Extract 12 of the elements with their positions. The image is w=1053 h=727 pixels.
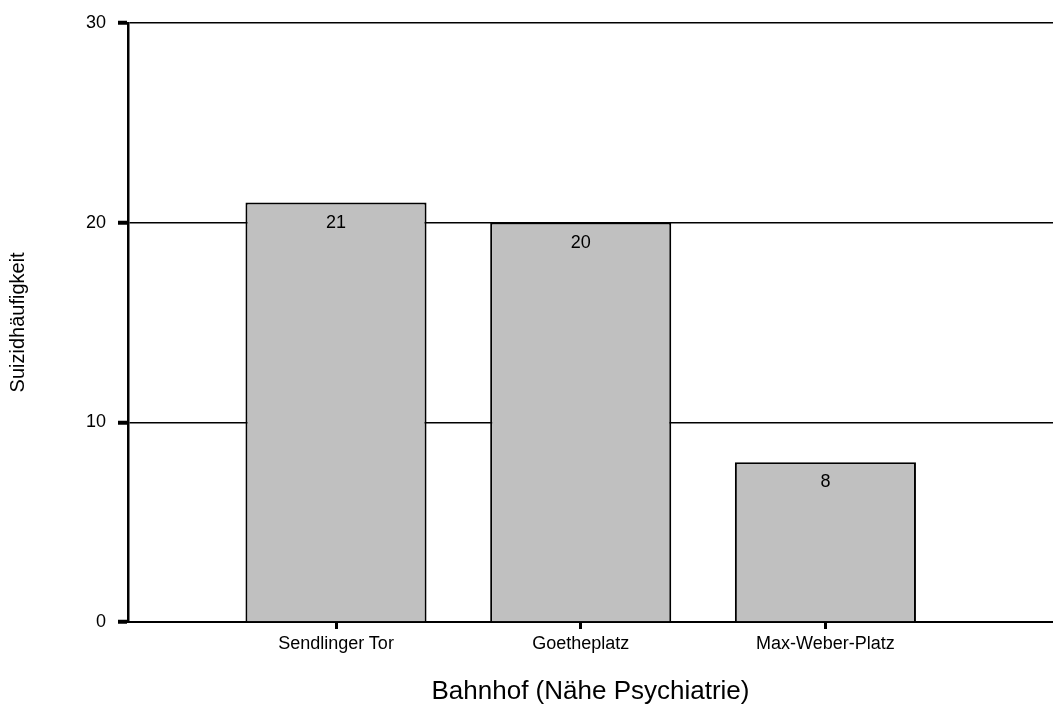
x-tick-label: Sendlinger Tor <box>278 632 394 653</box>
x-tick-label: Max-Weber-Platz <box>756 632 895 653</box>
data-label: 8 <box>820 471 831 492</box>
y-tick-label: 0 <box>95 610 106 631</box>
y-tick-label: 20 <box>85 211 106 232</box>
data-label: 21 <box>325 211 347 232</box>
x-axis-title: Bahnhof (Nähe Psychiatrie) <box>431 674 750 705</box>
y-tick-label: 10 <box>85 411 106 432</box>
data-label: 20 <box>570 231 591 252</box>
y-tick-label: 30 <box>85 11 106 32</box>
y-axis-title: Suizidhäufigkeit <box>5 251 28 393</box>
x-tick-label: Goetheplatz <box>532 632 630 653</box>
